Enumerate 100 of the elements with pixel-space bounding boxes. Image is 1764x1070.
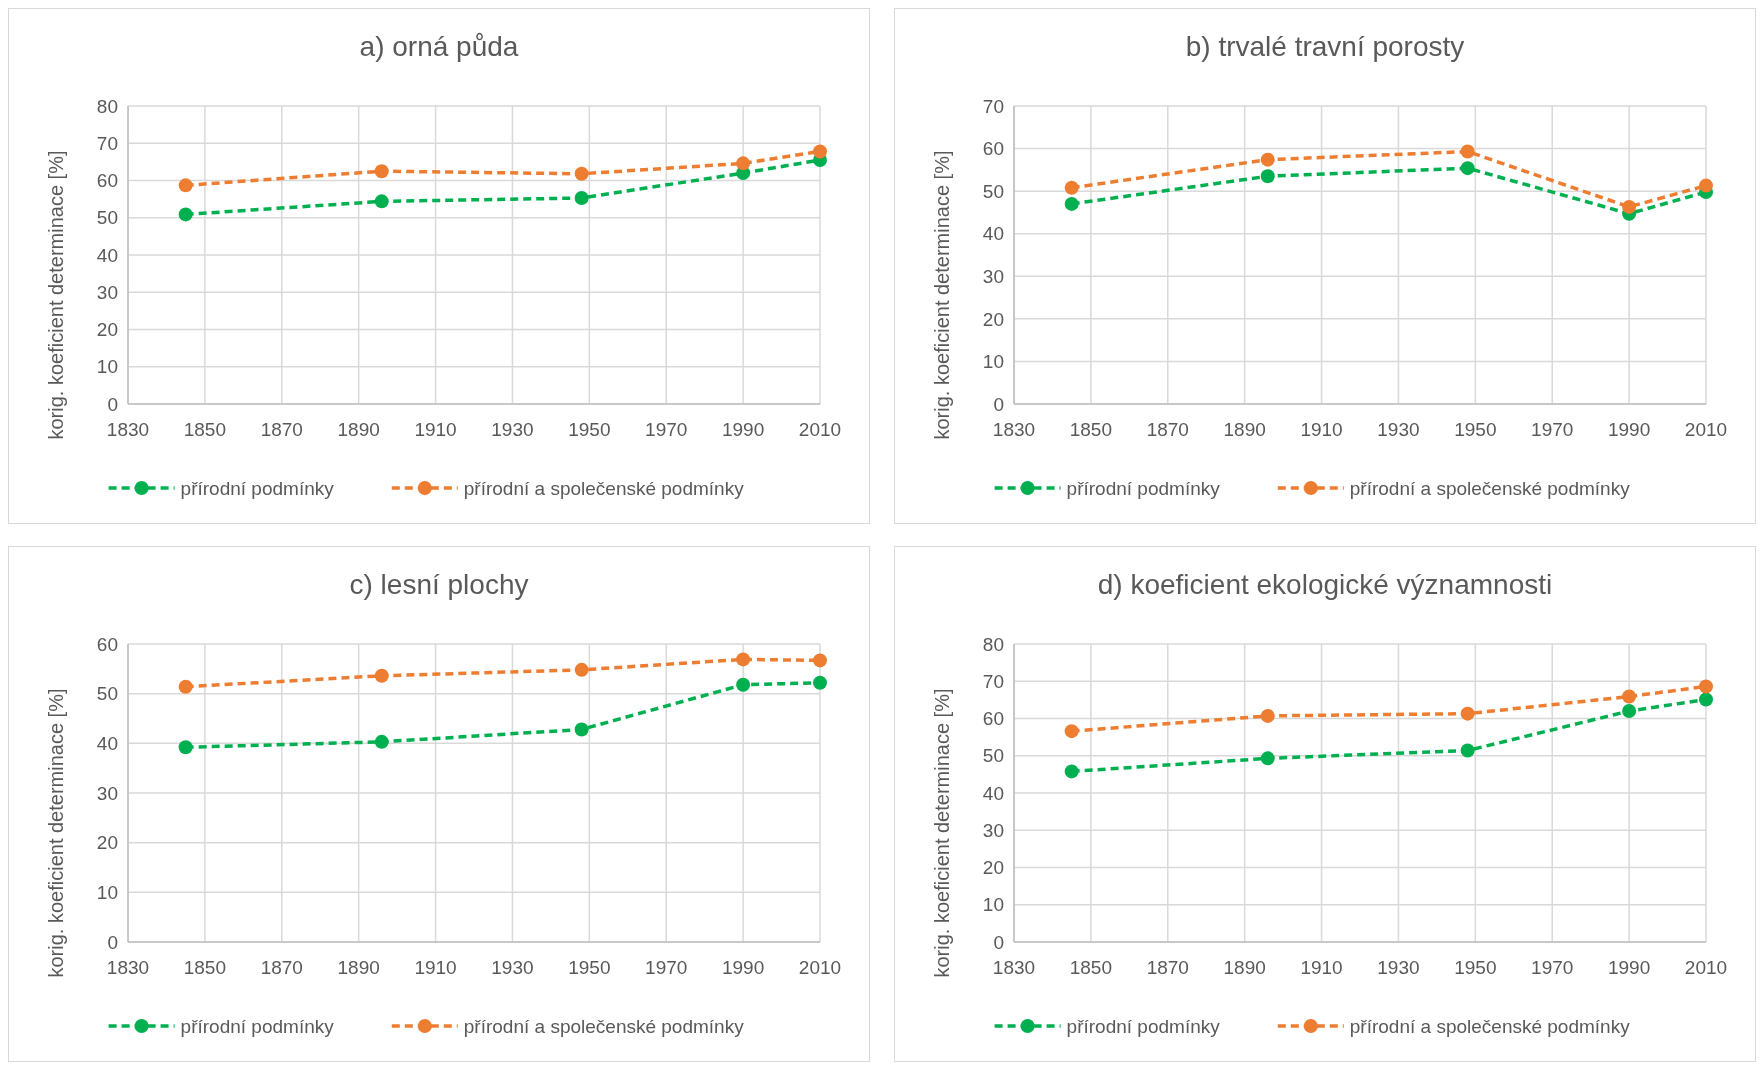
- x-tick-label: 1870: [1146, 957, 1189, 978]
- point: [1064, 180, 1079, 195]
- x-tick-label: 1990: [721, 957, 765, 978]
- point: [813, 144, 827, 159]
- point: [1064, 724, 1079, 739]
- legend-label: přírodní a společenské podmínky: [463, 1015, 745, 1037]
- y-tick-label: 80: [96, 95, 118, 117]
- y-tick-label: 40: [96, 732, 118, 754]
- x-tick-label: 1830: [106, 957, 150, 978]
- x-tick-label: 1830: [106, 419, 150, 440]
- legend-label: přírodní podmínky: [1066, 1015, 1221, 1037]
- legend-label: přírodní podmínky: [1066, 477, 1221, 499]
- point: [178, 740, 193, 755]
- y-tick-label: 60: [982, 138, 1004, 160]
- point: [178, 207, 193, 222]
- x-tick-label: 1990: [1607, 957, 1651, 978]
- y-axis-title: korig. koeficient determinace [%]: [931, 150, 953, 440]
- x-tick-label: 1910: [414, 957, 457, 978]
- point: [736, 652, 751, 667]
- legend-label: přírodní a společenské podmínky: [1349, 1015, 1631, 1037]
- point: [374, 194, 389, 209]
- legend-label: přírodní a společenské podmínky: [1349, 477, 1631, 499]
- x-tick-label: 1910: [1300, 419, 1343, 440]
- x-tick-label: 1870: [260, 957, 303, 978]
- x-tick-label: 1930: [491, 419, 534, 440]
- x-tick-label: 1910: [414, 419, 457, 440]
- x-tick-label: 1950: [1454, 957, 1497, 978]
- x-tick-label: 1870: [1146, 419, 1189, 440]
- point: [1460, 743, 1475, 758]
- point: [374, 668, 389, 683]
- point: [1260, 708, 1275, 723]
- x-tick-label: 1890: [1223, 419, 1266, 440]
- point: [574, 191, 589, 206]
- y-tick-label: 60: [96, 633, 118, 655]
- y-tick-label: 30: [982, 819, 1004, 841]
- point: [1622, 689, 1637, 704]
- x-tick-label: 2010: [1684, 957, 1728, 978]
- y-tick-label: 10: [982, 894, 1004, 916]
- x-tick-label: 1870: [260, 419, 303, 440]
- y-tick-label: 60: [96, 170, 118, 192]
- y-axis-title: korig. koeficient determinace [%]: [45, 150, 67, 440]
- x-tick-label: 1850: [1069, 419, 1113, 440]
- y-tick-label: 10: [982, 351, 1004, 373]
- y-tick-label: 60: [982, 708, 1004, 730]
- y-axis-title: korig. koeficient determinace [%]: [931, 688, 953, 978]
- x-tick-label: 1950: [568, 419, 611, 440]
- point: [813, 675, 827, 690]
- x-tick-label: 1910: [1300, 957, 1343, 978]
- y-axis-title: korig. koeficient determinace [%]: [45, 688, 67, 978]
- x-tick-label: 1850: [1069, 957, 1113, 978]
- x-tick-label: 1850: [183, 957, 227, 978]
- x-tick-label: 1970: [1531, 419, 1574, 440]
- point: [813, 653, 827, 668]
- y-tick-label: 20: [96, 832, 118, 854]
- legend-label: přírodní a společenské podmínky: [463, 477, 745, 499]
- x-tick-label: 1930: [1377, 957, 1420, 978]
- x-tick-label: 2010: [1684, 419, 1728, 440]
- x-tick-label: 1890: [337, 419, 380, 440]
- y-tick-label: 50: [96, 683, 118, 705]
- point: [178, 679, 193, 694]
- y-tick-label: 40: [982, 223, 1004, 245]
- x-tick-label: 2010: [798, 419, 842, 440]
- y-tick-label: 50: [982, 745, 1004, 767]
- x-tick-label: 1890: [1223, 957, 1266, 978]
- x-tick-label: 1990: [721, 419, 765, 440]
- y-tick-label: 30: [982, 265, 1004, 287]
- legend-label: přírodní podmínky: [180, 1015, 335, 1037]
- legend-label: přírodní podmínky: [180, 477, 335, 499]
- point: [1699, 692, 1713, 707]
- y-tick-label: 70: [982, 95, 1004, 117]
- y-tick-label: 40: [96, 244, 118, 266]
- point: [1460, 706, 1475, 721]
- x-tick-label: 1970: [645, 419, 688, 440]
- y-tick-label: 50: [96, 207, 118, 229]
- y-tick-label: 40: [982, 782, 1004, 804]
- y-tick-label: 0: [993, 393, 1004, 415]
- y-tick-label: 50: [982, 180, 1004, 202]
- point: [1622, 704, 1637, 719]
- point: [574, 166, 589, 181]
- x-tick-label: 1890: [337, 957, 380, 978]
- point: [574, 662, 589, 677]
- y-tick-label: 70: [982, 670, 1004, 692]
- point: [374, 164, 389, 179]
- x-tick-label: 1970: [645, 957, 688, 978]
- point: [736, 156, 751, 171]
- y-tick-label: 70: [96, 132, 118, 154]
- point: [1460, 144, 1475, 159]
- point: [1064, 764, 1079, 779]
- point: [1064, 196, 1079, 211]
- x-tick-label: 1850: [183, 419, 227, 440]
- point: [1260, 169, 1275, 184]
- y-tick-label: 0: [993, 931, 1004, 953]
- chart-title: b) trvalé travní porosty: [1185, 31, 1465, 62]
- y-tick-label: 10: [96, 881, 118, 903]
- y-tick-label: 30: [96, 281, 118, 303]
- y-tick-label: 80: [982, 633, 1004, 655]
- y-tick-label: 0: [107, 931, 118, 953]
- point: [574, 722, 589, 737]
- y-tick-label: 20: [982, 857, 1004, 879]
- x-tick-label: 1830: [992, 957, 1036, 978]
